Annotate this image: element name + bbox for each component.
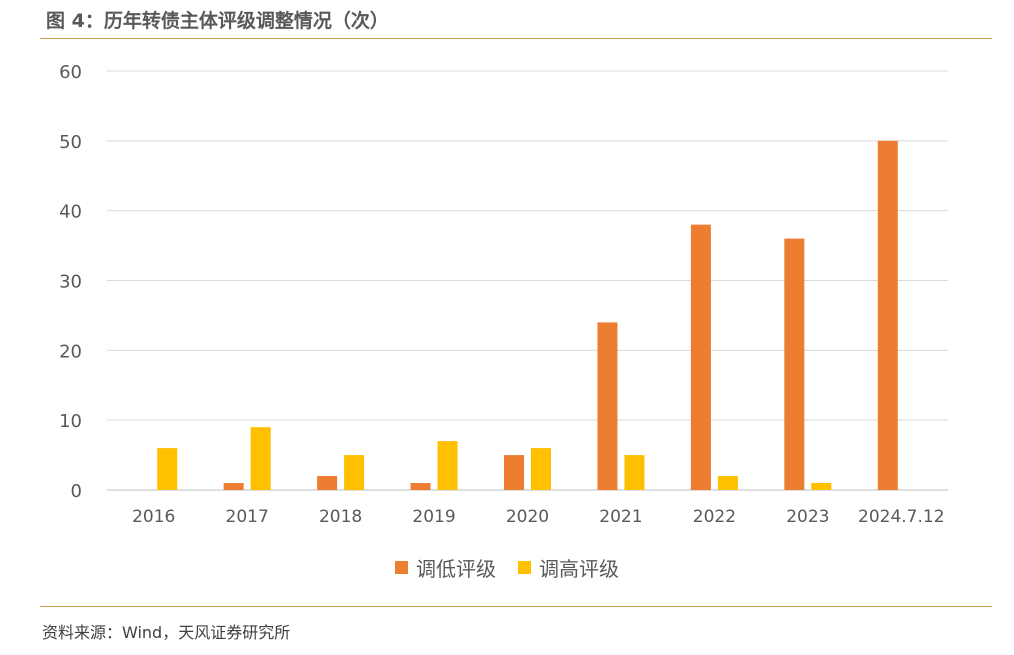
bar-downgrade-2021 <box>597 322 618 490</box>
y-tick-label: 0 <box>71 481 82 502</box>
bar-downgrade-2019 <box>410 483 431 490</box>
x-tick-label: 2016 <box>132 507 175 527</box>
legend-swatch-upgrade <box>518 561 531 574</box>
bar-downgrade-2023 <box>784 238 805 490</box>
y-tick-label: 60 <box>59 62 82 83</box>
bars <box>157 140 898 491</box>
top-divider <box>40 38 992 39</box>
bar-downgrade-2022 <box>690 224 711 490</box>
bar-upgrade-2017 <box>250 427 271 490</box>
bar-downgrade-2024.7.12 <box>877 140 898 491</box>
bar-downgrade-2017 <box>223 483 244 490</box>
x-tick-label: 2021 <box>599 507 642 527</box>
y-tick-label: 20 <box>59 341 82 362</box>
x-tick-label: 2024.7.12 <box>858 507 945 527</box>
legend-item-downgrade: 调低评级 <box>395 553 496 582</box>
legend-item-upgrade: 调高评级 <box>518 553 619 582</box>
bar-downgrade-2020 <box>504 455 524 490</box>
legend-swatch-downgrade <box>395 561 408 574</box>
legend-label-upgrade: 调高评级 <box>539 557 619 581</box>
x-tick-label: 2019 <box>412 507 455 527</box>
y-tick-label: 40 <box>59 202 82 223</box>
x-tick-label: 2020 <box>506 507 549 527</box>
bar-upgrade-2018 <box>344 455 365 490</box>
bar-upgrade-2022 <box>717 476 738 490</box>
x-tick-label: 2017 <box>226 507 269 527</box>
bar-upgrade-2020 <box>531 448 551 490</box>
chart-title: 图 4：历年转债主体评级调整情况（次） <box>46 10 389 32</box>
bar-upgrade-2021 <box>624 455 645 490</box>
legend: 调低评级 调高评级 <box>0 553 1014 582</box>
bottom-divider <box>40 606 992 607</box>
y-tick-label: 50 <box>59 132 82 153</box>
y-axis-ticks: 0 10 20 30 40 50 60 <box>59 62 82 502</box>
source-note: 资料来源：Wind，天风证券研究所 <box>42 623 291 642</box>
bar-upgrade-2016 <box>157 448 178 490</box>
x-tick-label: 2018 <box>319 507 362 527</box>
x-tick-label: 2022 <box>693 507 736 527</box>
y-tick-label: 30 <box>59 272 82 293</box>
legend-label-downgrade: 调低评级 <box>416 557 496 581</box>
bar-downgrade-2018 <box>317 476 338 490</box>
bar-upgrade-2023 <box>811 483 832 490</box>
x-tick-label: 2023 <box>786 507 829 527</box>
bar-upgrade-2019 <box>437 441 458 490</box>
y-tick-label: 10 <box>59 411 82 432</box>
gridlines <box>107 70 948 491</box>
x-axis-ticks: 2016 2017 2018 2019 2020 2021 2022 2023 2024.7.1… <box>132 507 944 527</box>
